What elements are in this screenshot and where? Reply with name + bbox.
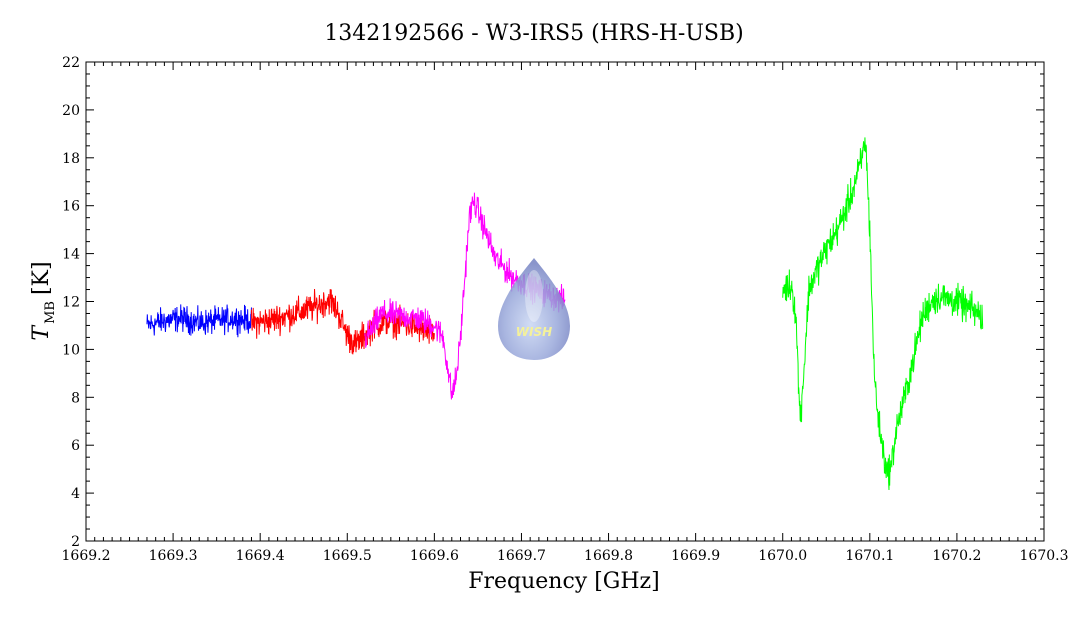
x-tick-label: 1669.7 xyxy=(497,548,546,564)
spectrum-series-line xyxy=(250,288,435,355)
chart-title: 1342192566 - W3-IRS5 (HRS-H-USB) xyxy=(324,21,743,46)
y-tick-label: 10 xyxy=(62,342,80,358)
y-tick-label: 6 xyxy=(71,438,80,454)
droplet-highlight-icon xyxy=(525,270,543,322)
x-tick-label: 1670.2 xyxy=(932,548,981,564)
wish-logo-text: WISH xyxy=(516,325,552,339)
y-axis-label-main: T xyxy=(29,324,54,341)
x-tick-label: 1669.2 xyxy=(62,548,111,564)
x-tick-label: 1669.6 xyxy=(410,548,459,564)
x-tick-label: 1669.3 xyxy=(149,548,198,564)
x-tick-label: 1669.4 xyxy=(236,548,285,564)
svg-text:TMB[K]: TMB [K] xyxy=(29,261,58,340)
y-tick-label: 20 xyxy=(62,103,80,119)
y-tick-label: 18 xyxy=(62,151,80,167)
y-tick-label: 4 xyxy=(71,486,80,502)
x-tick-label: 1669.9 xyxy=(671,548,720,564)
y-axis-label: TMB [K] xyxy=(29,261,58,340)
spectrum-series-line xyxy=(146,304,252,338)
y-tick-label: 22 xyxy=(62,55,80,71)
spectrum-series-line xyxy=(782,137,984,491)
x-tick-label: 1669.8 xyxy=(584,548,633,564)
x-tick-label: 1670.1 xyxy=(845,548,894,564)
x-tick-label: 1670.3 xyxy=(1020,548,1068,564)
y-tick-label: 8 xyxy=(71,390,80,406)
y-axis-label-sub: MB xyxy=(43,301,58,324)
x-tick-label: 1670.0 xyxy=(758,548,807,564)
y-tick-label: 16 xyxy=(62,199,80,215)
y-axis-label-unit: [K] xyxy=(29,261,54,295)
y-tick-label: 2 xyxy=(71,534,80,550)
droplet-icon xyxy=(498,258,570,360)
axis-ticks: 1669.2 1669.3 1669.4 1669.5 1669.6 1669.7 1669… xyxy=(62,55,1068,564)
y-tick-label: 14 xyxy=(62,247,80,263)
x-axis-label: Frequency [GHz] xyxy=(468,569,660,594)
y-tick-label: 12 xyxy=(62,295,80,311)
wish-logo: WISH xyxy=(498,258,570,360)
plot-frame xyxy=(85,61,1045,542)
x-tick-label: 1669.5 xyxy=(323,548,372,564)
